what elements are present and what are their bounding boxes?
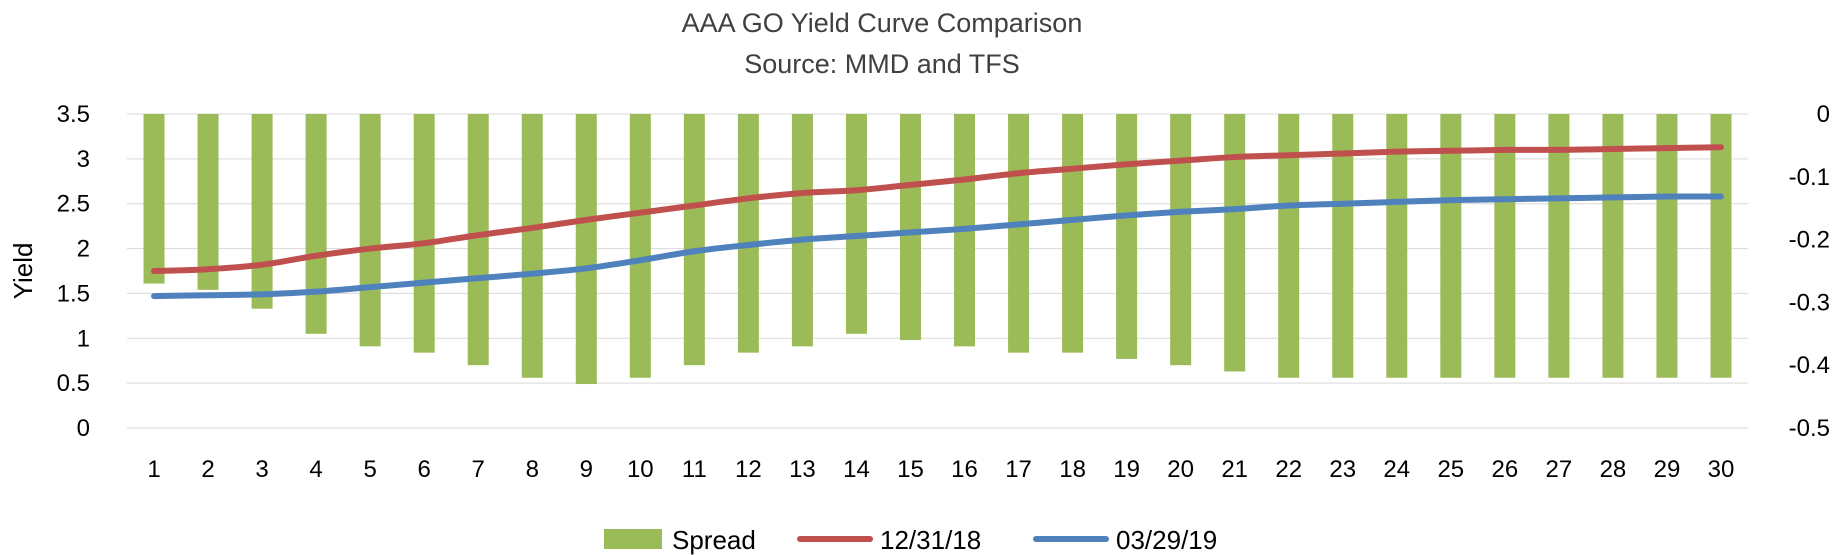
legend-swatch-spread <box>604 529 662 549</box>
x-tick-label: 11 <box>682 456 707 483</box>
x-tick-label: 14 <box>843 456 870 483</box>
x-tick-label: 20 <box>1167 456 1194 483</box>
x-tick-label: 2 <box>201 456 214 483</box>
spread-bar <box>1116 114 1138 359</box>
right-tick-label: -0.1 <box>1789 164 1830 191</box>
right-axis-ticks: 0 -0.1 -0.2 -0.3 -0.4 -0.5 <box>1789 101 1830 442</box>
left-tick-label: 1.5 <box>57 280 90 307</box>
spread-bar <box>737 114 759 353</box>
left-tick-label: 2 <box>77 236 90 263</box>
x-tick-label: 22 <box>1275 456 1302 483</box>
spread-bar <box>197 114 219 290</box>
spread-bar <box>791 114 813 347</box>
x-tick-label: 17 <box>1005 456 1032 483</box>
chart-subtitle: Source: MMD and TFS <box>744 49 1020 79</box>
x-tick-label: 3 <box>255 456 268 483</box>
spread-bar <box>1170 114 1192 366</box>
legend-label-spread: Spread <box>672 525 756 555</box>
x-tick-label: 9 <box>580 456 593 483</box>
legend-item-1231-18: 12/31/18 <box>797 525 981 555</box>
x-tick-label: 24 <box>1383 456 1410 483</box>
x-tick-label: 4 <box>309 456 322 483</box>
x-tick-label: 6 <box>418 456 431 483</box>
spread-bar <box>845 114 867 334</box>
spread-bar <box>305 114 327 334</box>
spread-bar <box>521 114 543 378</box>
series-line <box>151 193 1724 300</box>
x-tick-label: 10 <box>627 456 654 483</box>
spread-bar <box>629 114 651 378</box>
x-tick-label: 21 <box>1221 456 1248 483</box>
spread-bar <box>1440 114 1462 378</box>
spread-bar <box>413 114 435 353</box>
left-tick-label: 3.5 <box>57 101 90 128</box>
x-tick-label: 30 <box>1708 456 1735 483</box>
spread-bar <box>1332 114 1354 378</box>
right-tick-label: -0.5 <box>1789 415 1830 442</box>
spread-bar <box>683 114 705 366</box>
x-tick-label: 13 <box>789 456 816 483</box>
x-tick-label: 7 <box>472 456 485 483</box>
spread-bar <box>1008 114 1030 353</box>
spread-bar <box>1602 114 1624 378</box>
x-tick-label: 25 <box>1437 456 1464 483</box>
right-tick-label: -0.4 <box>1789 352 1830 379</box>
spread-bar <box>1062 114 1084 353</box>
spread-bars <box>143 114 1732 385</box>
legend-item-0329-19: 03/29/19 <box>1033 525 1217 555</box>
x-tick-label: 1 <box>147 456 160 483</box>
left-tick-label: 0 <box>77 415 90 442</box>
spread-bar <box>467 114 489 366</box>
right-tick-label: -0.2 <box>1789 227 1830 254</box>
yield-lines <box>151 144 1724 300</box>
spread-bar <box>1494 114 1516 378</box>
right-tick-label: 0 <box>1817 101 1830 128</box>
spread-bar <box>1710 114 1732 378</box>
x-tick-label: 29 <box>1654 456 1681 483</box>
spread-bar <box>1656 114 1678 378</box>
x-tick-label: 12 <box>735 456 762 483</box>
spread-bar <box>1224 114 1246 372</box>
spread-bar <box>1278 114 1300 378</box>
spread-bar <box>359 114 381 347</box>
legend: Spread 12/31/18 03/29/19 <box>604 525 1217 555</box>
left-tick-label: 0.5 <box>57 370 90 397</box>
spread-bar <box>899 114 921 341</box>
x-tick-label: 16 <box>951 456 978 483</box>
x-tick-label: 28 <box>1600 456 1627 483</box>
left-tick-label: 1 <box>77 325 90 352</box>
x-tick-label: 5 <box>363 456 376 483</box>
chart-title: AAA GO Yield Curve Comparison <box>682 8 1083 38</box>
x-tick-label: 27 <box>1546 456 1573 483</box>
spread-bar <box>251 114 273 309</box>
x-tick-label: 15 <box>897 456 924 483</box>
legend-label-1231-18: 12/31/18 <box>880 525 981 555</box>
x-tick-label: 8 <box>526 456 539 483</box>
left-axis-ticks: 0 0.5 1 1.5 2 2.5 3 3.5 <box>57 101 90 442</box>
spread-bar <box>143 114 165 284</box>
legend-item-spread: Spread <box>604 525 756 555</box>
spread-bar <box>1386 114 1408 378</box>
x-tick-label: 23 <box>1329 456 1356 483</box>
x-axis-ticks: 1 2 3 4 5 6 7 8 9 10 11 12 13 14 15 16 17 18 19 20 21 22 23 24 2… <box>147 456 1734 483</box>
series-line <box>151 144 1724 274</box>
legend-label-0329-19: 03/29/19 <box>1116 525 1217 555</box>
left-tick-label: 2.5 <box>57 191 90 218</box>
x-tick-label: 19 <box>1113 456 1140 483</box>
spread-bar <box>575 114 597 385</box>
left-tick-label: 3 <box>77 146 90 173</box>
right-tick-label: -0.3 <box>1789 289 1830 316</box>
y-axis-label: Yield <box>8 243 38 300</box>
spread-bar <box>1548 114 1570 378</box>
x-tick-label: 18 <box>1059 456 1086 483</box>
x-tick-label: 26 <box>1491 456 1518 483</box>
